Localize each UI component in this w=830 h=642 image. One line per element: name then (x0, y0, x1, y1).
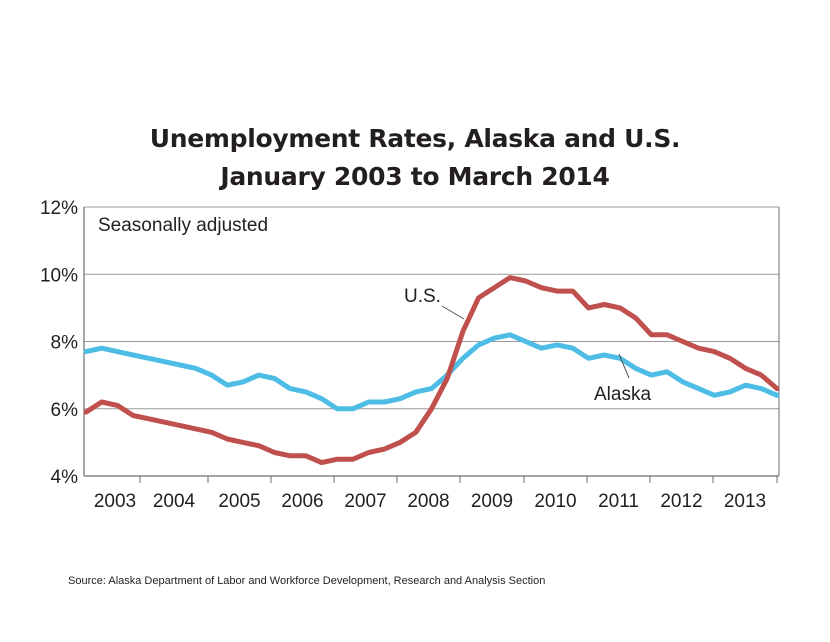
alaska-leader-line (618, 353, 630, 379)
y-tick-label: 4% (51, 467, 79, 488)
x-tick-label: 2013 (724, 491, 766, 512)
y-tick-label: 8% (51, 333, 79, 354)
chart-subtitle: January 2003 to March 2014 (220, 162, 610, 191)
alaska-label: Alaska (594, 384, 651, 405)
us-leader-line (441, 305, 465, 320)
x-tick-label: 2005 (218, 491, 260, 512)
series-lines (83, 275, 780, 466)
x-tick-label: 2006 (281, 491, 323, 512)
x-tick-label: 2007 (344, 491, 386, 512)
x-tick-label: 2003 (94, 491, 136, 512)
source-note: Source: Alaska Department of Labor and W… (68, 575, 546, 587)
us-series-line (83, 275, 780, 466)
x-axis-labels: 2003 2004 2005 2006 2007 2008 2009 2010 2011 2012… (94, 491, 766, 512)
us-label: U.S. (404, 286, 441, 307)
seasonally-adjusted-note: Seasonally adjusted (98, 215, 268, 236)
y-tick-label: 10% (40, 265, 78, 286)
x-tick-label: 2008 (407, 491, 449, 512)
x-tick-label: 2010 (534, 491, 576, 512)
y-axis-labels: 4% 6% 8% 10% 12% (40, 198, 78, 488)
x-tick-label: 2004 (153, 491, 196, 512)
y-tick-label: 12% (40, 198, 78, 219)
axes (83, 207, 780, 483)
x-tick-label: 2009 (471, 491, 513, 512)
alaska-series-line (83, 332, 780, 412)
chart-title: Unemployment Rates, Alaska and U.S. (149, 124, 681, 153)
x-tick-label: 2012 (660, 491, 702, 512)
series-labels: U.S. Alaska (404, 286, 651, 405)
y-tick-label: 6% (51, 400, 79, 421)
x-tick-label: 2011 (598, 491, 639, 512)
